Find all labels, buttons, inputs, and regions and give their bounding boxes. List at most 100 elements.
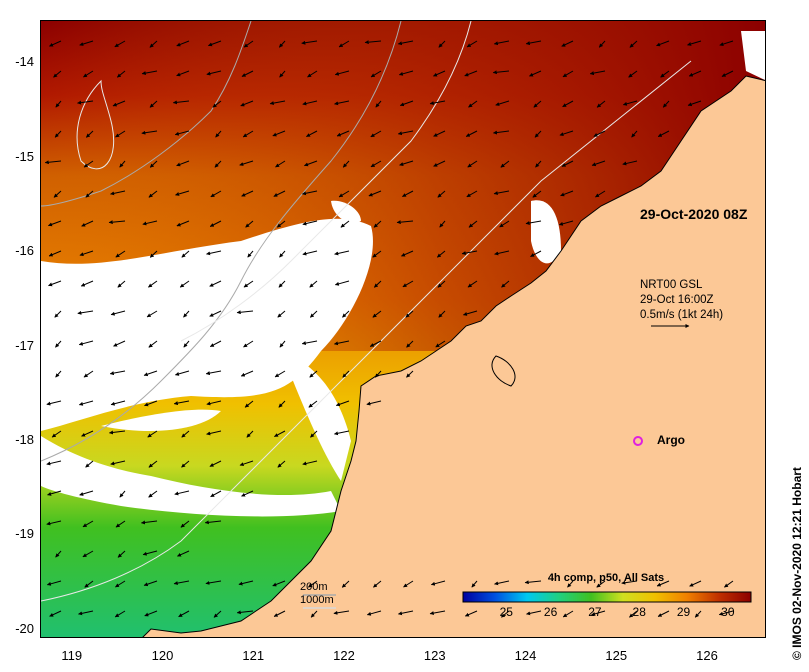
current-vector [148, 460, 158, 468]
current-vector [110, 310, 126, 316]
current-vector [560, 190, 574, 197]
current-vector [309, 370, 318, 378]
current-vector [302, 100, 318, 106]
current-vector [173, 400, 190, 406]
current-vector [236, 610, 254, 615]
current-vector [78, 340, 94, 346]
current-vector [598, 40, 606, 48]
current-vector [309, 310, 318, 318]
current-vector [241, 190, 254, 197]
current-vector [55, 100, 62, 108]
current-vector [405, 310, 414, 318]
current-vector [279, 70, 286, 78]
current-vector [301, 40, 318, 45]
current-vector [302, 220, 318, 226]
current-vector [373, 580, 382, 588]
current-vector [398, 70, 414, 76]
current-vector [372, 250, 382, 258]
current-vector [562, 70, 574, 78]
tidal-flat [491, 355, 516, 387]
current-vector [81, 430, 94, 437]
argo-float-marker[interactable] [633, 436, 643, 446]
current-vector [433, 130, 446, 137]
current-vector [109, 430, 126, 435]
current-vector [466, 40, 478, 48]
current-vector [55, 550, 62, 558]
current-vector [429, 100, 446, 106]
current-vector [530, 250, 542, 258]
current-vector [368, 190, 382, 197]
current-vector [206, 70, 222, 76]
current-vector [84, 580, 94, 588]
current-vector [174, 490, 190, 496]
current-vector [172, 100, 190, 105]
current-vector [141, 130, 158, 135]
lon-tick-label: 120 [151, 648, 174, 663]
current-vector [621, 580, 638, 585]
colorbar-tick-label: 25 [499, 605, 513, 619]
current-vector [116, 70, 126, 78]
current-vector [436, 250, 446, 258]
current-vector [82, 520, 94, 528]
current-vector [242, 130, 254, 138]
current-vector [176, 160, 190, 167]
current-vector [657, 610, 670, 617]
current-vector [461, 250, 478, 256]
current-vector [374, 370, 382, 378]
current-vector [279, 340, 286, 348]
lon-tick-label: 125 [605, 648, 628, 663]
land-mass [142, 75, 765, 637]
current-vector [468, 220, 478, 228]
current-vector [370, 70, 382, 78]
current-vector [206, 430, 222, 436]
current-vector [628, 70, 638, 78]
current-vector [466, 190, 478, 198]
current-vector [433, 160, 446, 167]
current-vector [335, 400, 350, 407]
current-vector [465, 130, 478, 137]
current-vector [148, 190, 158, 198]
colorbar-labels: 25 26 27 28 29 30 [462, 605, 750, 619]
lat-tick-label: -17 [15, 337, 34, 353]
current-vector [279, 250, 286, 258]
current-vector [48, 220, 62, 227]
current-vector [176, 220, 190, 227]
current-vector [364, 40, 382, 45]
current-vector [567, 580, 574, 588]
current-vector [500, 160, 510, 168]
current-vector [718, 610, 734, 616]
current-vector [206, 250, 222, 256]
sst-map[interactable] [41, 21, 766, 638]
current-vector [79, 490, 94, 496]
current-vector [112, 100, 126, 107]
current-vector [215, 130, 222, 138]
current-vector [79, 250, 94, 257]
current-vector [47, 490, 62, 496]
current-vector [334, 280, 350, 286]
current-vector [246, 430, 254, 438]
current-vector [657, 130, 670, 138]
current-vector [210, 490, 222, 498]
current-vector [178, 610, 190, 618]
current-vector [430, 580, 446, 586]
depth-legend: 200m 1000m [300, 581, 334, 607]
current-vector [148, 280, 158, 288]
current-vector [589, 70, 606, 76]
current-vector [629, 40, 638, 48]
current-vector [82, 550, 94, 558]
current-vector [306, 130, 318, 138]
current-vector [179, 280, 190, 288]
current-vector [493, 130, 510, 135]
current-vector [342, 370, 350, 378]
current-vector [340, 220, 350, 228]
current-vector [149, 40, 158, 48]
current-vector [46, 520, 62, 526]
current-vector [464, 610, 478, 617]
current-vector [401, 250, 414, 257]
current-vector [302, 460, 318, 466]
current-vector [148, 490, 158, 498]
current-vector [593, 130, 606, 137]
current-vector [78, 610, 94, 616]
current-vector [662, 100, 670, 108]
current-vector [534, 130, 542, 138]
